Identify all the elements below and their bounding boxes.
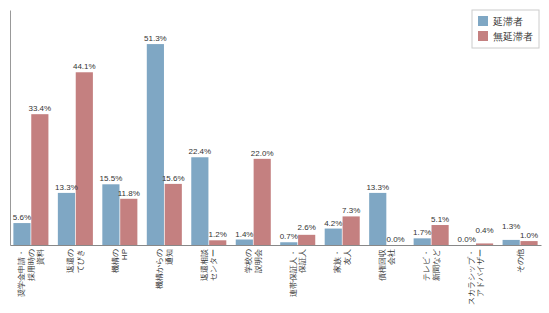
x-tick-label: 機構のHP [111,249,129,273]
legend-swatch [478,31,488,41]
data-labels: 5.6% 33.4% 13.3% 44.1% 15.5% 11.8% 51.3% 15.6% 2… [13,34,538,244]
data-label: 33.4% [28,104,51,113]
bar [280,242,297,245]
x-tick: テレビ・新聞など [422,245,441,281]
x-tick: 学校の説明会 [244,245,263,273]
bar [369,193,386,245]
bar [298,235,315,245]
y-axis-line [10,11,11,246]
bar [209,240,226,245]
x-tick: スカラシップ・アドバイザー [467,245,486,305]
bar [165,184,182,245]
chart: 奨学金申請・採用時の資料 返還のてびき 機構のHP 機構からの通知 返還相談センター 学校… [0,0,549,313]
data-label: 0.0% [458,235,476,244]
bar [58,193,75,245]
bar [343,216,360,245]
x-tick: 奨学金申請・採用時の資料 [17,245,45,297]
data-label: 15.5% [100,174,123,183]
data-label: 11.8% [118,189,140,198]
data-label: 44.1% [73,62,96,71]
bar-series [13,44,519,245]
data-label: 22.4% [189,147,212,156]
data-label: 15.6% [162,174,185,183]
bar [458,245,475,246]
bar-series [31,72,537,245]
bar [147,44,164,245]
bar [236,240,253,245]
bar [325,229,342,245]
bar [503,240,520,245]
x-tick-label: 学校の説明会 [244,249,263,273]
x-tick: 返還相談センター [200,245,219,281]
data-label: 2.6% [298,223,316,232]
bar [414,238,431,245]
plot: 奨学金申請・採用時の資料 返還のてびき 機構のHP 機構からの通知 返還相談センター 学校… [11,10,542,305]
data-label: 5.1% [431,215,449,224]
data-label: 1.3% [502,222,520,231]
x-tick: 機構からの通知 [155,245,174,289]
bar [120,199,137,245]
x-tick: 債権回収会社 [378,245,397,281]
data-label: 13.3% [366,183,389,192]
legend-item: 延滞者 [478,16,523,27]
bar [13,223,30,245]
data-label: 13.3% [55,183,78,192]
data-label: 5.6% [13,213,31,222]
x-tick-label: スカラシップ・アドバイザー [467,249,486,305]
bar [520,241,537,245]
x-tick: 連帯保証人・保証人 [289,245,308,297]
bar [191,157,208,245]
bar [254,159,271,245]
bar [76,72,93,245]
legend-item: 無延滞者 [478,31,533,42]
data-label: 1.7% [413,228,431,237]
bar [31,114,48,245]
x-tick-label: 債権回収会社 [378,249,397,281]
x-tick: 家族・友人 [333,245,352,273]
x-tick: 機構のHP [111,245,129,273]
bars [13,44,537,245]
x-tick-label: 連帯保証人・保証人 [289,249,308,297]
legend: 延滞者無延滞者 [472,10,539,48]
data-label: 51.3% [144,34,167,43]
data-label: 22.0% [251,149,274,158]
x-tick: 返還のてびき [66,245,85,273]
x-axis: 奨学金申請・採用時の資料 返還のてびき 機構のHP 機構からの通知 返還相談センター 学校… [11,245,542,305]
x-tick-label: 家族・友人 [333,249,352,273]
y-axis [10,11,11,246]
data-label: 0.7% [280,232,298,241]
x-tick-label: その他 [516,249,525,273]
x-tick-label: 返還のてびき [66,249,85,273]
data-label: 4.2% [324,219,342,228]
data-label: 1.2% [209,230,227,239]
x-tick: その他 [516,245,525,273]
data-label: 1.4% [235,230,253,239]
bar [387,245,404,246]
data-label: 0.0% [387,235,405,244]
data-label: 1.0% [520,231,538,240]
data-label: 0.4% [475,226,493,235]
x-tick-label: 機構からの通知 [155,249,174,289]
legend-swatch [478,16,488,26]
legend-label: 延滞者 [492,16,523,27]
x-tick-label: 返還相談センター [200,249,219,281]
data-label: 7.3% [342,206,360,215]
legend-label: 無延滞者 [493,31,533,42]
bar [432,225,449,245]
x-tick-label: テレビ・新聞など [422,249,441,281]
legend-box [472,10,539,48]
x-tick-label: 奨学金申請・採用時の資料 [17,249,45,297]
x-axis-line [11,245,542,246]
bar [476,243,493,245]
